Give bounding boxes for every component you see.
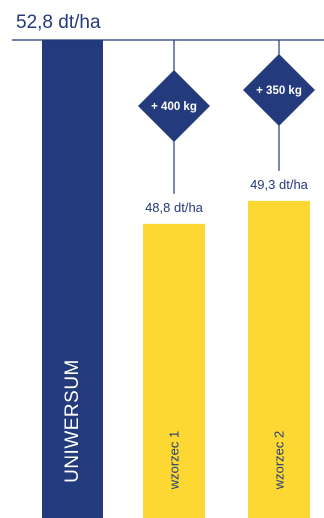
bar-3 bbox=[248, 200, 310, 518]
labels-layer: UNIWERSUM 52,8 dt/ha wzorzec 1 + 400 kg 48,8… bbox=[12, 12, 324, 490]
bar-1 bbox=[42, 40, 103, 518]
category-label-2: wzorzec 1 bbox=[167, 431, 182, 491]
difference-marker-1 bbox=[138, 70, 210, 142]
difference-label-2: + 350 kg bbox=[256, 85, 302, 97]
category-label-1: UNIWERSUM bbox=[62, 359, 83, 483]
difference-marker-2 bbox=[243, 54, 315, 126]
value-label-3: 49,3 dt/ha bbox=[250, 177, 309, 192]
value-label-2: 48,8 dt/ha bbox=[145, 200, 204, 215]
value-label-1: 52,8 dt/ha bbox=[16, 12, 101, 33]
difference-label-1: + 400 kg bbox=[151, 101, 197, 113]
category-label-3: wzorzec 2 bbox=[272, 431, 287, 491]
bars-layer bbox=[42, 40, 310, 518]
bar-2 bbox=[143, 223, 205, 518]
